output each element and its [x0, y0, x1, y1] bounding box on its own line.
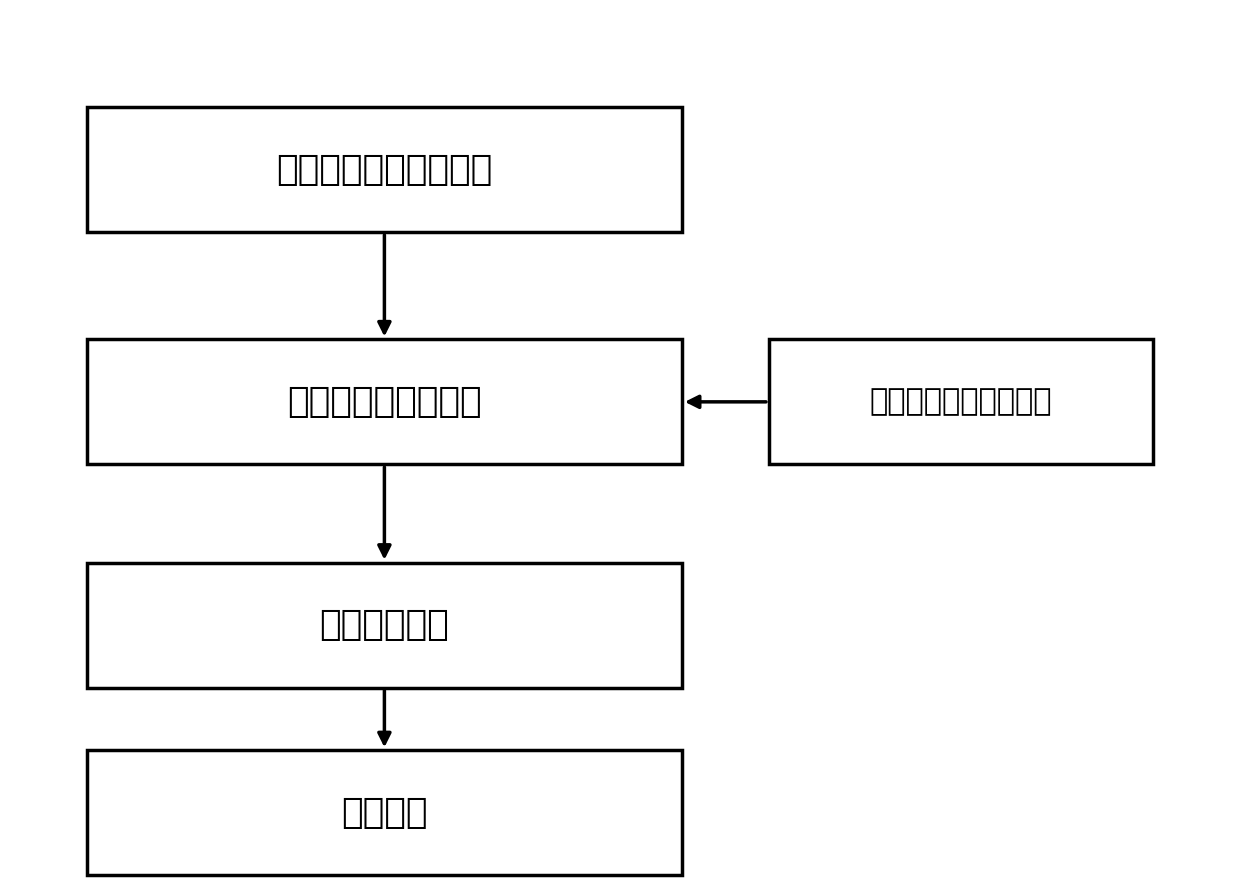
- Text: 仿真验证: 仿真验证: [341, 796, 428, 830]
- FancyBboxPatch shape: [87, 339, 682, 464]
- Text: 结合实验进行模型验证: 结合实验进行模型验证: [869, 388, 1053, 416]
- FancyBboxPatch shape: [769, 339, 1153, 464]
- FancyBboxPatch shape: [87, 750, 682, 875]
- Text: 结构优化设计: 结构优化设计: [320, 608, 449, 642]
- Text: 建立烘箱有限元模型: 建立烘箱有限元模型: [288, 385, 481, 419]
- FancyBboxPatch shape: [87, 107, 682, 232]
- Text: 建立烘箱物理尺寸模型: 建立烘箱物理尺寸模型: [277, 153, 492, 187]
- FancyBboxPatch shape: [87, 563, 682, 688]
